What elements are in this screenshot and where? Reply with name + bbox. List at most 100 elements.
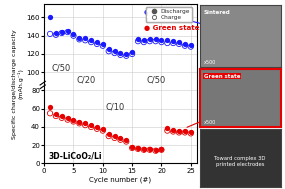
Point xyxy=(159,39,164,42)
Point xyxy=(177,42,181,45)
Point xyxy=(48,32,52,35)
Text: C/20: C/20 xyxy=(76,75,96,84)
Point xyxy=(171,40,176,43)
Point xyxy=(71,32,76,35)
Point xyxy=(101,44,105,47)
Point xyxy=(130,51,135,54)
Point xyxy=(54,113,58,116)
Point xyxy=(188,43,193,46)
Point xyxy=(118,53,123,56)
Point xyxy=(165,129,170,132)
Point xyxy=(112,50,117,53)
Point xyxy=(153,148,158,151)
Point xyxy=(71,118,76,121)
Point xyxy=(77,122,82,125)
Point xyxy=(165,39,170,42)
Point xyxy=(183,129,187,132)
X-axis label: Cycle number (#): Cycle number (#) xyxy=(89,176,151,183)
Text: 3D-LiCoO₂/Li: 3D-LiCoO₂/Li xyxy=(49,152,102,161)
Point xyxy=(142,147,146,150)
Text: C/50: C/50 xyxy=(51,63,70,72)
Text: x500: x500 xyxy=(203,120,216,125)
Point xyxy=(89,39,93,42)
Point xyxy=(118,136,123,139)
Point xyxy=(171,130,176,133)
Point xyxy=(112,52,117,55)
Point xyxy=(106,135,111,138)
Point xyxy=(136,146,140,149)
Point xyxy=(77,36,82,39)
Point xyxy=(112,136,117,139)
Point xyxy=(147,148,152,151)
Point xyxy=(142,148,146,151)
Point xyxy=(60,32,64,35)
Point xyxy=(65,30,70,33)
Point xyxy=(106,133,111,136)
Point xyxy=(54,33,58,36)
Point xyxy=(95,41,99,44)
Point xyxy=(159,41,164,44)
Point xyxy=(95,42,99,45)
Point xyxy=(48,16,52,19)
Point xyxy=(101,127,105,130)
Point xyxy=(159,148,164,151)
Point xyxy=(124,138,129,141)
Point xyxy=(77,120,82,123)
Text: x500: x500 xyxy=(203,60,216,65)
Text: Green state: Green state xyxy=(203,74,240,79)
Point xyxy=(95,125,99,129)
Point xyxy=(124,54,129,57)
Point xyxy=(153,38,158,41)
Point xyxy=(188,45,193,48)
Text: ● Green state: ● Green state xyxy=(144,25,200,31)
Point xyxy=(101,129,105,132)
Point xyxy=(136,38,140,41)
Point xyxy=(124,140,129,143)
Point xyxy=(183,131,187,134)
Point xyxy=(153,40,158,43)
Point xyxy=(124,53,129,56)
Point xyxy=(60,115,64,118)
Point xyxy=(101,42,105,45)
Point xyxy=(60,116,64,119)
Point xyxy=(118,138,123,141)
Text: ● Sintered: ● Sintered xyxy=(144,9,187,15)
Point xyxy=(60,31,64,34)
Point xyxy=(171,128,176,131)
Point xyxy=(71,34,76,37)
Point xyxy=(147,40,152,43)
Point xyxy=(65,116,70,119)
Point xyxy=(136,40,140,43)
Point xyxy=(83,39,87,42)
Point xyxy=(130,146,135,149)
Point xyxy=(153,149,158,152)
Point xyxy=(95,127,99,130)
Point xyxy=(65,118,70,121)
Y-axis label: Specific charge/discharge capacity
(mAh.g⁻¹): Specific charge/discharge capacity (mAh.… xyxy=(12,29,24,139)
Point xyxy=(130,146,135,149)
Point xyxy=(142,39,146,42)
Point xyxy=(83,122,87,125)
Point xyxy=(112,135,117,138)
Point xyxy=(177,41,181,44)
Point xyxy=(83,124,87,127)
Point xyxy=(188,132,193,135)
Point xyxy=(48,112,52,115)
Point xyxy=(118,52,123,55)
Point xyxy=(177,131,181,134)
Point xyxy=(77,38,82,41)
Point xyxy=(48,105,52,108)
Point xyxy=(183,44,187,47)
Point xyxy=(177,129,181,132)
Point xyxy=(89,125,93,129)
Point xyxy=(106,48,111,51)
Point xyxy=(106,50,111,53)
Point xyxy=(165,42,170,45)
Point xyxy=(54,115,58,118)
Point xyxy=(165,126,170,129)
Point xyxy=(159,147,164,150)
Text: C/10: C/10 xyxy=(106,102,125,111)
Point xyxy=(136,147,140,150)
Point xyxy=(171,42,176,45)
Text: Toward complex 3D
printed electrodes: Toward complex 3D printed electrodes xyxy=(214,156,266,167)
